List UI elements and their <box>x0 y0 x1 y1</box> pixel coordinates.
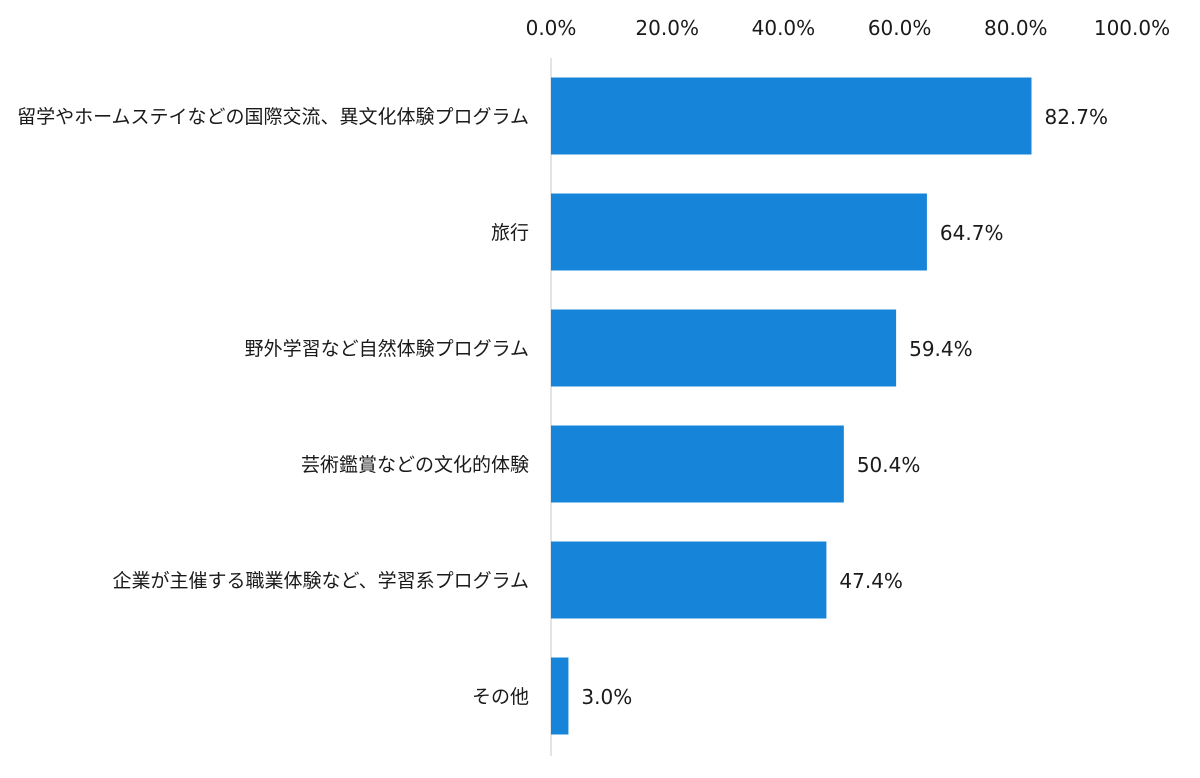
category-labels: 留学やホームステイなどの国際交流、異文化体験プログラム旅行野外学習など自然体験プ… <box>17 106 529 708</box>
data-label: 3.0% <box>581 685 632 709</box>
x-tick-label: 60.0% <box>868 16 932 40</box>
bar <box>551 309 897 387</box>
data-label: 50.4% <box>857 453 921 477</box>
bar <box>551 77 1032 155</box>
x-tick-label: 80.0% <box>984 16 1048 40</box>
bar <box>551 425 844 503</box>
category-label: 留学やホームステイなどの国際交流、異文化体験プログラム <box>17 106 529 128</box>
category-label: その他 <box>472 686 529 708</box>
category-label: 野外学習など自然体験プログラム <box>245 338 529 360</box>
category-label: 旅行 <box>491 222 529 244</box>
data-label: 64.7% <box>940 221 1004 245</box>
data-label: 59.4% <box>909 337 973 361</box>
bar <box>551 541 827 619</box>
x-tick-label: 100.0% <box>1094 16 1170 40</box>
category-label: 芸術鑑賞などの文化的体験 <box>301 454 529 476</box>
data-label: 82.7% <box>1044 105 1108 129</box>
data-label: 47.4% <box>839 569 903 593</box>
x-tick-label: 40.0% <box>752 16 816 40</box>
bar <box>551 193 927 271</box>
bars-group <box>551 77 1032 735</box>
bar <box>551 657 569 735</box>
x-tick-label: 20.0% <box>635 16 699 40</box>
category-label: 企業が主催する職業体験など、学習系プログラム <box>113 570 529 592</box>
x-tick-label: 0.0% <box>526 16 577 40</box>
x-axis-tick-labels: 0.0% 20.0% 40.0% 60.0% 80.0% 100.0% <box>526 16 1171 40</box>
data-labels: 82.7% 64.7% 59.4% 50.4% 47.4% 3.0% <box>581 105 1108 709</box>
